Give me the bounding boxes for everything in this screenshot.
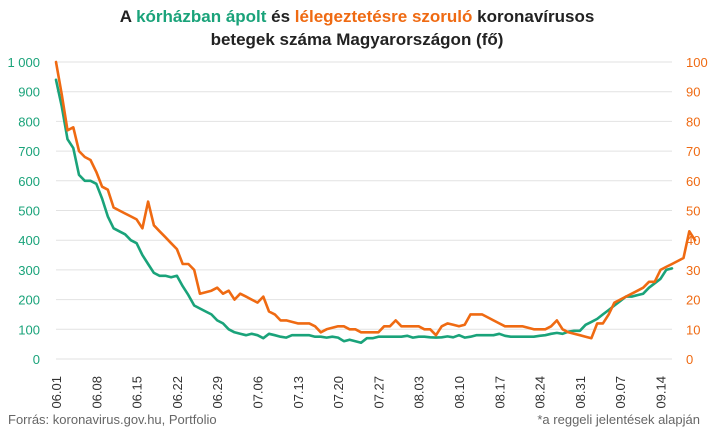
title-segment-1: kórházban ápolt: [136, 7, 267, 26]
grid-layer: [56, 61, 672, 360]
x-axis-ticks: 06.01 06.08 06.15 06.22 06.29 07.06 07.13 07.20…: [49, 376, 668, 409]
right-tick-label: 10: [686, 322, 700, 337]
footnote: *a reggeli jelentések alapján: [537, 412, 700, 427]
x-tick-label: 07.13: [291, 376, 306, 409]
x-tick-label: 09.07: [613, 376, 628, 409]
right-tick-label: 20: [686, 293, 700, 308]
right-tick-label: 100: [686, 55, 708, 70]
right-tick-label: 0: [686, 352, 693, 367]
source-note: Forrás: koronavirus.gov.hu, Portfolio: [8, 412, 217, 427]
right-tick-label: 90: [686, 85, 700, 100]
left-tick-label: 700: [18, 144, 40, 159]
chart-title-line-2: betegek száma Magyarországon (fő): [210, 30, 504, 49]
x-tick-label: 07.06: [250, 376, 265, 409]
x-tick-label: 06.29: [210, 376, 225, 409]
chart-title-line-1: A kórházban ápolt és lélegeztetésre szor…: [0, 6, 714, 28]
right-tick-label: 30: [686, 263, 700, 278]
left-tick-label: 900: [18, 85, 40, 100]
x-tick-label: 08.17: [492, 376, 507, 409]
left-tick-label: 200: [18, 293, 40, 308]
x-tick-label: 07.27: [371, 376, 386, 409]
title-segment-0: A: [119, 7, 137, 26]
series-layer: [54, 60, 697, 345]
title-segment-3: lélegeztetésre szoruló: [294, 7, 473, 26]
right-tick-label: 80: [686, 114, 700, 129]
left-tick-label: 300: [18, 263, 40, 278]
series-line-ventilated: [54, 60, 697, 340]
right-tick-label: 50: [686, 204, 700, 219]
left-tick-label: 0: [33, 352, 40, 367]
title-segment-2: és: [266, 7, 295, 26]
x-tick-label: 06.08: [89, 376, 104, 409]
x-tick-label: 08.24: [533, 376, 548, 409]
left-axis-ticks: 0 100 200 300 400 500 600 700 800 900 1 000: [7, 55, 40, 367]
series-line-hospitalized: [54, 78, 674, 345]
right-tick-label: 60: [686, 174, 700, 189]
right-axis-ticks: 0 10 20 30 40 50 60 70 80 90 100: [686, 55, 708, 367]
left-tick-label: 800: [18, 114, 40, 129]
left-tick-label: 600: [18, 174, 40, 189]
x-tick-label: 06.01: [49, 376, 64, 409]
x-tick-label: 09.14: [653, 376, 668, 409]
left-tick-label: 400: [18, 233, 40, 248]
x-tick-label: 06.22: [170, 376, 185, 409]
right-tick-label: 70: [686, 144, 700, 159]
x-tick-label: 08.03: [412, 376, 427, 409]
x-tick-label: 07.20: [331, 376, 346, 409]
left-tick-label: 500: [18, 204, 40, 219]
x-tick-label: 06.15: [130, 376, 145, 409]
left-tick-label: 1 000: [7, 55, 40, 70]
title-segment-4: koronavírusos: [472, 7, 595, 26]
right-tick-label: 40: [686, 233, 700, 248]
left-tick-label: 100: [18, 322, 40, 337]
x-tick-label: 08.31: [573, 376, 588, 409]
x-tick-label: 08.10: [452, 376, 467, 409]
